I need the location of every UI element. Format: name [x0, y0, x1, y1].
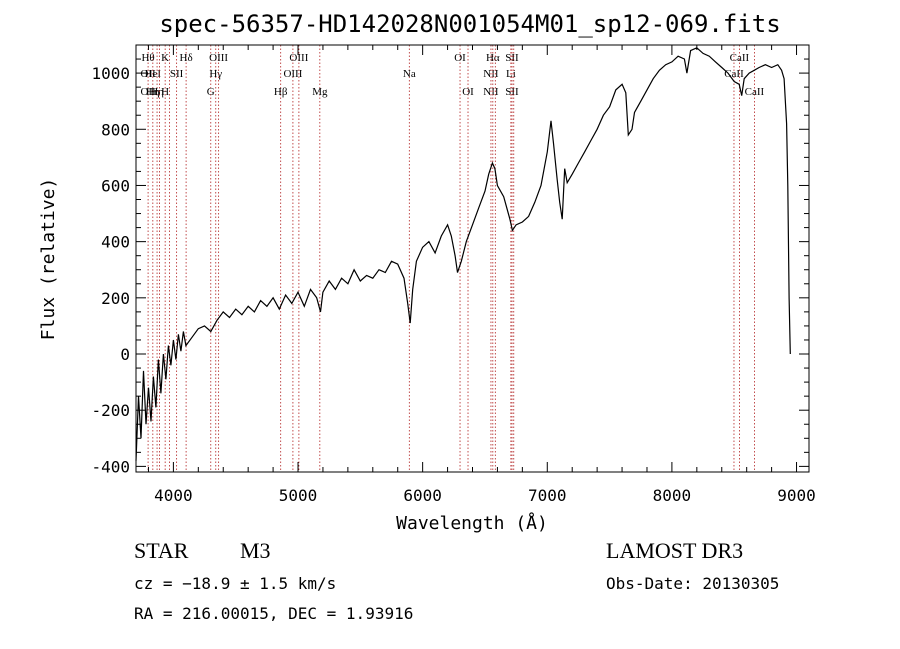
line-label: OIII — [283, 68, 302, 80]
x-tick-label: 7000 — [528, 486, 567, 505]
line-label: SII — [170, 68, 184, 80]
redshift-value: cz = −18.9 ± 1.5 km/s — [134, 574, 337, 593]
spectral-subclass: M3 — [240, 538, 271, 563]
spectral-class: STAR — [134, 538, 189, 563]
line-label: Hη — [150, 86, 164, 98]
line-label: Hγ — [209, 68, 222, 80]
x-tick-label: 6000 — [403, 486, 442, 505]
line-label: OIII — [289, 52, 308, 64]
line-label: NII — [483, 86, 499, 98]
line-label: SII — [505, 52, 519, 64]
line-label: SII — [505, 86, 519, 98]
y-tick-label: 1000 — [91, 64, 130, 83]
y-tick-label: -200 — [91, 401, 130, 420]
survey-name: LAMOST DR3 — [606, 538, 744, 563]
chart-title: spec-56357-HD142028N001054M01_sp12-069.f… — [159, 10, 780, 38]
line-label: Na — [403, 68, 416, 80]
line-label: OII — [140, 68, 156, 80]
line-label: OI — [462, 86, 474, 98]
line-label: Hδ — [180, 52, 193, 64]
line-label: K — [161, 52, 169, 64]
line-label: G — [207, 86, 215, 98]
line-label: Mg — [312, 86, 328, 98]
line-label: Hθ — [141, 52, 154, 64]
line-label: CaII — [724, 68, 744, 80]
line-label: CaII — [730, 52, 750, 64]
line-label: Hη — [146, 86, 160, 98]
line-label: CaII — [745, 86, 765, 98]
line-label: Li — [506, 68, 516, 80]
x-axis-label: Wavelength (Å) — [396, 512, 548, 534]
plot-frame — [135, 44, 810, 473]
x-tick-label: 9000 — [777, 486, 816, 505]
y-tick-label: 600 — [101, 176, 130, 195]
line-label: H — [161, 86, 169, 98]
x-tick-label: 4000 — [154, 486, 193, 505]
line-label: Hβ — [274, 86, 288, 98]
x-tick-label: 8000 — [653, 486, 692, 505]
line-label: OIII — [209, 52, 228, 64]
y-tick-label: 400 — [101, 233, 130, 252]
line-label: OI — [454, 52, 466, 64]
line-label: NII — [483, 68, 499, 80]
y-tick-label: 800 — [101, 120, 130, 139]
y-tick-label: 200 — [101, 289, 130, 308]
axis-layer: 4000 5000 6000 7000 8000 9000 -400 -200 0 200 400 6… — [91, 44, 816, 505]
y-axis-label: Flux (relative) — [38, 178, 59, 341]
emission-lines-layer: HθOIIOIIHeIHηHηKHSIIHδGHγOIIIHβOIIIOIIIM… — [140, 45, 765, 472]
observation-date: Obs-Date: 20130305 — [606, 574, 780, 593]
line-label: OII — [140, 86, 156, 98]
series-layer — [135, 47, 791, 461]
line-label: Hα — [486, 52, 500, 64]
series-flux-line — [135, 47, 791, 461]
y-tick-label: -400 — [91, 457, 130, 476]
line-label: HeI — [145, 68, 162, 80]
y-tick-label: 0 — [120, 345, 130, 364]
x-tick-label: 5000 — [279, 486, 318, 505]
coordinates: RA = 216.00015, DEC = 1.93916 — [134, 604, 414, 623]
